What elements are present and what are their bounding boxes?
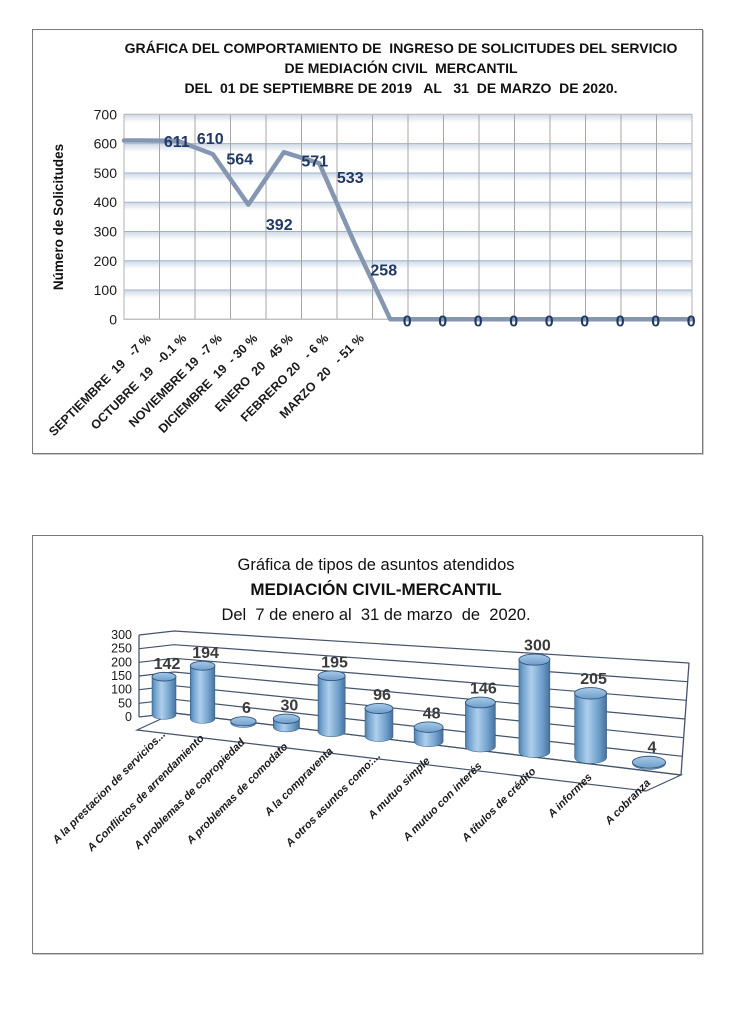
cylinder-cap bbox=[464, 696, 496, 709]
gridline-3d bbox=[138, 657, 687, 701]
y-tick-label: 200 bbox=[94, 253, 118, 269]
data-label: 533 bbox=[337, 170, 364, 187]
series-line bbox=[121, 138, 695, 322]
bar-value-label: 146 bbox=[470, 681, 497, 698]
cylinder-bar bbox=[464, 696, 496, 753]
y-tick-label: 250 bbox=[111, 642, 132, 656]
bar-value-label: 30 bbox=[281, 698, 299, 715]
cylinder-body bbox=[574, 693, 607, 764]
zero-label: 0 bbox=[509, 313, 518, 330]
bar-chart: Gráfica de tipos de asuntos atendidos ME… bbox=[50, 556, 690, 855]
y-tick-label: 200 bbox=[111, 655, 132, 669]
category-label: A otros asuntos como:... bbox=[283, 750, 383, 850]
cylinder-body bbox=[151, 676, 177, 720]
bar-value-label: 205 bbox=[580, 671, 607, 688]
cylinder-cap bbox=[632, 755, 666, 769]
cylinder-bar bbox=[272, 713, 300, 733]
chart1-title-line2: DE MEDIACIÓN CIVIL MERCANTIL bbox=[284, 59, 518, 76]
back-wall bbox=[174, 631, 689, 775]
cylinder-cap bbox=[189, 660, 216, 671]
zero-label: 0 bbox=[403, 313, 412, 330]
y-axis-title: Número de Solicitudes bbox=[51, 144, 66, 290]
bar-value-label: 4 bbox=[648, 740, 657, 757]
gridline-3d bbox=[138, 644, 688, 683]
cylinder-bar bbox=[632, 755, 666, 770]
y-tick-label: 100 bbox=[111, 683, 132, 697]
line-chart-panel: GRÁFICA DEL COMPORTAMIENTO DE INGRESO DE… bbox=[32, 29, 703, 454]
cylinder-body bbox=[518, 659, 551, 758]
cylinder-cap bbox=[413, 721, 444, 733]
cylinder-body bbox=[364, 708, 394, 742]
zero-label: 0 bbox=[616, 313, 625, 330]
zero-label: 0 bbox=[651, 313, 660, 330]
category-label: A problemas de comodato bbox=[184, 741, 291, 848]
cylinder-cap bbox=[230, 716, 257, 727]
data-label: 571 bbox=[301, 154, 328, 171]
y-tick-label: 50 bbox=[118, 696, 132, 710]
cylinder-cap bbox=[151, 671, 177, 682]
bar-value-label: 48 bbox=[423, 705, 441, 722]
gridline-3d bbox=[138, 671, 686, 720]
zero-label: 0 bbox=[545, 313, 554, 330]
cylinder-cap bbox=[317, 670, 346, 682]
cylinder-bar bbox=[413, 721, 444, 747]
data-label: 392 bbox=[266, 217, 293, 234]
bar-chart-panel: Gráfica de tipos de asuntos atendidos ME… bbox=[32, 535, 703, 954]
y-tick-label: 300 bbox=[111, 628, 132, 642]
bar-value-label: 6 bbox=[242, 700, 251, 717]
cylinder-body bbox=[190, 665, 216, 724]
data-label: 258 bbox=[370, 262, 397, 279]
cylinder-bar bbox=[574, 687, 608, 764]
cylinder-cap bbox=[364, 702, 394, 714]
data-label: 610 bbox=[197, 131, 224, 148]
bar-value-label: 96 bbox=[373, 687, 391, 704]
y-tick-label: 600 bbox=[94, 136, 118, 152]
y-tick-label: 0 bbox=[109, 311, 117, 327]
y-tick-label: 100 bbox=[94, 282, 118, 298]
cylinder-bar bbox=[230, 716, 257, 728]
zero-label: 0 bbox=[438, 313, 447, 330]
chart2-title-line2: MEDIACIÓN CIVIL-MERCANTIL bbox=[250, 580, 501, 599]
bar-value-label: 194 bbox=[192, 645, 219, 662]
zero-label: 0 bbox=[580, 313, 589, 330]
cylinder-cap bbox=[574, 687, 608, 700]
wall-edge-right bbox=[680, 662, 690, 776]
bar-value-label: 300 bbox=[524, 638, 551, 655]
gridline-3d bbox=[138, 630, 690, 664]
chart1-title-line3: DEL 01 DE SEPTIEMBRE DE 2019 AL 31 DE MA… bbox=[184, 80, 617, 96]
line-chart: GRÁFICA DEL COMPORTAMIENTO DE INGRESO DE… bbox=[46, 40, 696, 439]
cylinder-bar bbox=[364, 702, 394, 742]
cylinder-bar bbox=[151, 671, 177, 720]
data-label: 564 bbox=[226, 152, 253, 169]
y-tick-label: 150 bbox=[111, 669, 132, 683]
zero-label: 0 bbox=[474, 313, 483, 330]
cylinder-bar bbox=[317, 670, 346, 737]
cylinder-body bbox=[465, 702, 496, 753]
data-label: 611 bbox=[164, 134, 190, 151]
y-tick-label: 700 bbox=[94, 106, 118, 122]
chart2-title-line1: Gráfica de tipos de asuntos atendidos bbox=[237, 556, 514, 574]
zero-label: 0 bbox=[687, 313, 696, 330]
y-tick-label: 300 bbox=[94, 223, 118, 239]
cylinder-bar bbox=[189, 660, 216, 724]
cylinder-body bbox=[317, 675, 346, 737]
y-tick-label: 500 bbox=[94, 165, 118, 181]
chart2-title-line3: Del 7 de enero al 31 de marzo de 2020. bbox=[221, 606, 530, 624]
cylinder-cap bbox=[272, 713, 300, 724]
y-tick-label: 400 bbox=[94, 194, 118, 210]
bar-value-label: 195 bbox=[321, 654, 348, 671]
cylinder-cap bbox=[518, 653, 551, 666]
bar-value-label: 142 bbox=[154, 656, 181, 673]
chart1-title-line1: GRÁFICA DEL COMPORTAMIENTO DE INGRESO DE… bbox=[125, 40, 678, 56]
cylinder-bar bbox=[518, 653, 551, 758]
y-tick-label: 0 bbox=[125, 710, 132, 724]
